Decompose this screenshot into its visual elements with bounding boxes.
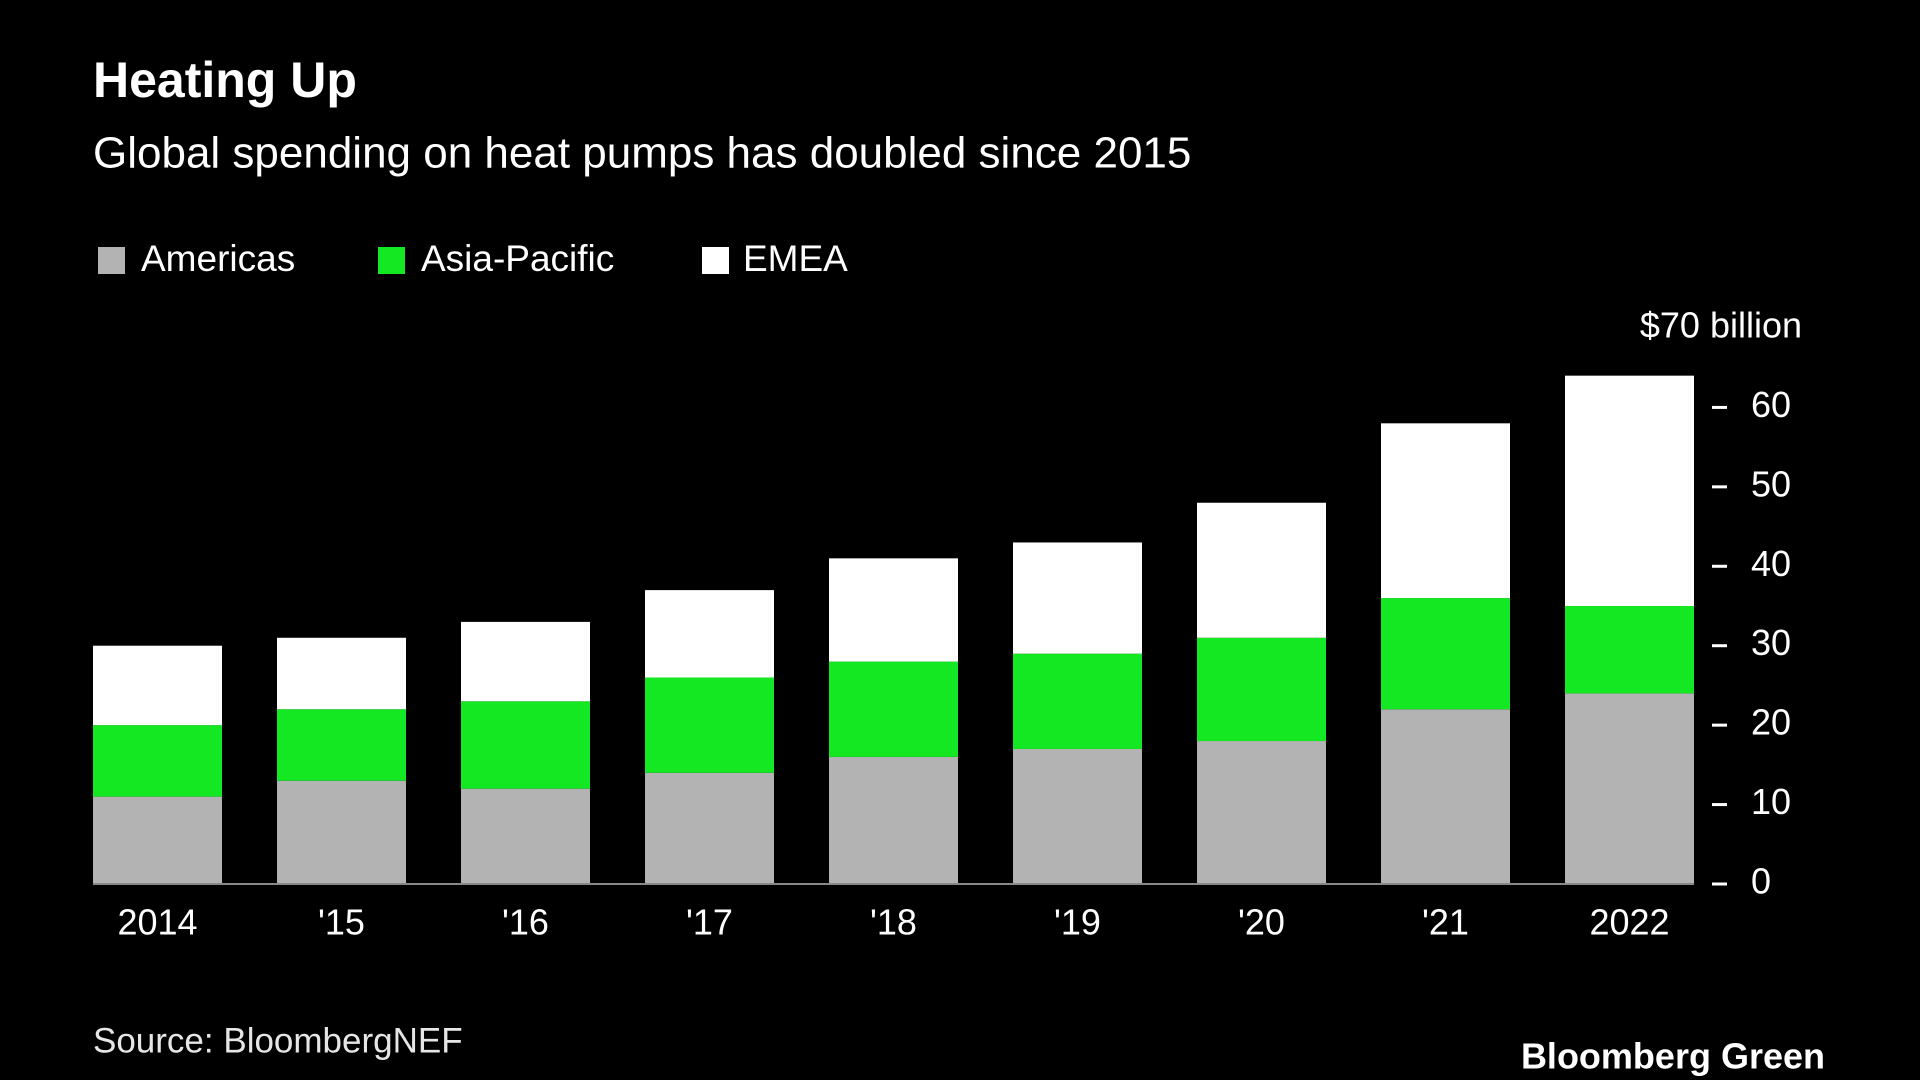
source: Source: BloombergNEF bbox=[93, 1021, 463, 1060]
chart-title: Heating Up bbox=[93, 52, 357, 108]
legend-swatch bbox=[702, 247, 729, 274]
y-axis-unit-label: $70 billion bbox=[1640, 305, 1802, 346]
bar-segment bbox=[277, 637, 406, 710]
legend-label: EMEA bbox=[743, 238, 848, 279]
bar-segment bbox=[1381, 598, 1510, 710]
chart-subtitle: Global spending on heat pumps has double… bbox=[93, 129, 1191, 178]
bar-segment bbox=[1197, 637, 1326, 742]
bar-segment bbox=[645, 772, 774, 884]
bar-segment bbox=[645, 590, 774, 678]
legend-label: Asia-Pacific bbox=[421, 238, 614, 279]
legend-swatch bbox=[98, 247, 125, 274]
bar-segment bbox=[1565, 693, 1694, 884]
y-tick-label: 40 bbox=[1751, 543, 1791, 584]
bar-segment bbox=[93, 645, 222, 726]
y-tick-label: 50 bbox=[1751, 463, 1791, 504]
bar-segment bbox=[93, 796, 222, 884]
bar-segment bbox=[1197, 741, 1326, 884]
x-tick-label: '21 bbox=[1422, 902, 1469, 943]
legend-label: Americas bbox=[141, 238, 295, 279]
bar-segment bbox=[1381, 423, 1510, 599]
bar-segment bbox=[461, 621, 590, 702]
bar-segment bbox=[277, 709, 406, 781]
x-tick-label: '16 bbox=[502, 902, 549, 943]
x-tick-label: '19 bbox=[1054, 902, 1101, 943]
bar-segment bbox=[1381, 709, 1510, 884]
bar-segment bbox=[461, 701, 590, 789]
x-tick-label: '17 bbox=[686, 902, 733, 943]
x-tick-label: '20 bbox=[1238, 902, 1285, 943]
x-tick-label: 2022 bbox=[1589, 902, 1669, 943]
y-tick-label: 0 bbox=[1751, 861, 1771, 902]
bar-segment bbox=[1565, 606, 1694, 694]
y-tick-label: 30 bbox=[1751, 622, 1791, 663]
bar-segment bbox=[645, 677, 774, 773]
x-tick-label: 2014 bbox=[117, 902, 197, 943]
bar-segment bbox=[1013, 542, 1142, 654]
bar-segment bbox=[1013, 748, 1142, 884]
bar-segment bbox=[1565, 375, 1694, 606]
x-tick-label: '15 bbox=[318, 902, 365, 943]
bar-segment bbox=[829, 661, 958, 757]
bar-segment bbox=[1013, 653, 1142, 749]
y-tick-label: 10 bbox=[1751, 781, 1791, 822]
bar-segment bbox=[93, 725, 222, 797]
bar-segment bbox=[829, 558, 958, 662]
legend-swatch bbox=[378, 247, 405, 274]
y-tick-label: 60 bbox=[1751, 384, 1791, 425]
bar-segment bbox=[829, 756, 958, 884]
bar-segment bbox=[1197, 502, 1326, 638]
brand: Bloomberg Green bbox=[1521, 1036, 1825, 1077]
bar-segment bbox=[277, 780, 406, 884]
bar-segment bbox=[461, 788, 590, 884]
x-tick-label: '18 bbox=[870, 902, 917, 943]
y-tick-label: 20 bbox=[1751, 702, 1791, 743]
